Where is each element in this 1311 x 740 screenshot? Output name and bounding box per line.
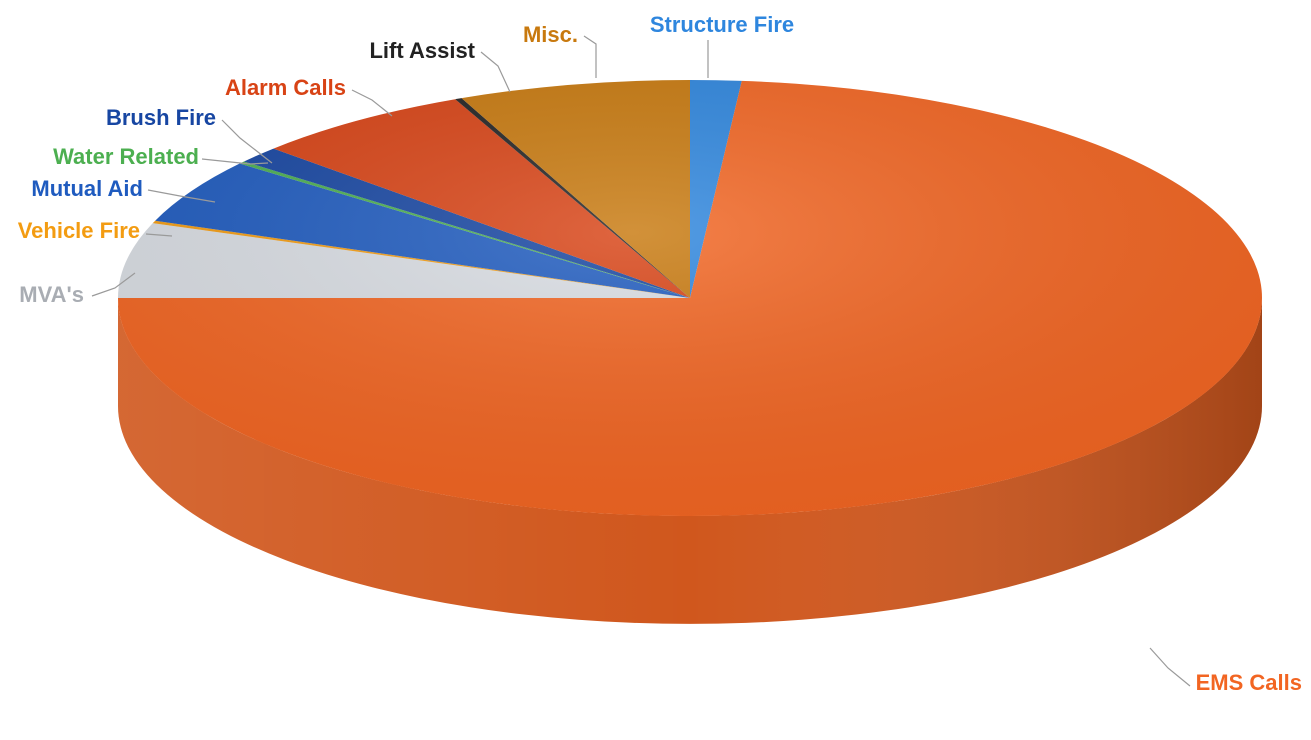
- leader-lines: [91, 35, 1191, 687]
- leader-line-1: [1149, 647, 1191, 687]
- slice-label-2: MVA's: [19, 282, 84, 307]
- slice-label-6: Brush Fire: [106, 105, 216, 130]
- slice-label-5: Water Related: [53, 144, 199, 169]
- slice-labels: Structure Fire EMS Calls MVA's Vehicle Fire…: [18, 12, 1302, 695]
- leader-line-8: [480, 51, 511, 93]
- slice-label-0: Structure Fire: [650, 12, 794, 37]
- leader-line-4: [147, 189, 216, 203]
- pie-top: [118, 80, 1262, 516]
- leader-line-9: [583, 35, 597, 78]
- leader-line-6: [221, 119, 273, 164]
- slice-side-shade-1: [118, 298, 1262, 624]
- slice-label-1: EMS Calls: [1196, 670, 1302, 695]
- leader-line-2: [91, 272, 136, 297]
- slice-label-3: Vehicle Fire: [18, 218, 140, 243]
- leader-line-5: [201, 158, 269, 165]
- slice-label-7: Alarm Calls: [225, 75, 346, 100]
- leader-line-3: [145, 233, 173, 237]
- leader-line-7: [351, 89, 393, 117]
- slice-label-9: Misc.: [523, 22, 578, 47]
- slice-label-8: Lift Assist: [369, 38, 475, 63]
- slice-label-4: Mutual Aid: [31, 176, 143, 201]
- pie-depth: [118, 298, 1262, 624]
- pie-gloss: [118, 80, 1262, 516]
